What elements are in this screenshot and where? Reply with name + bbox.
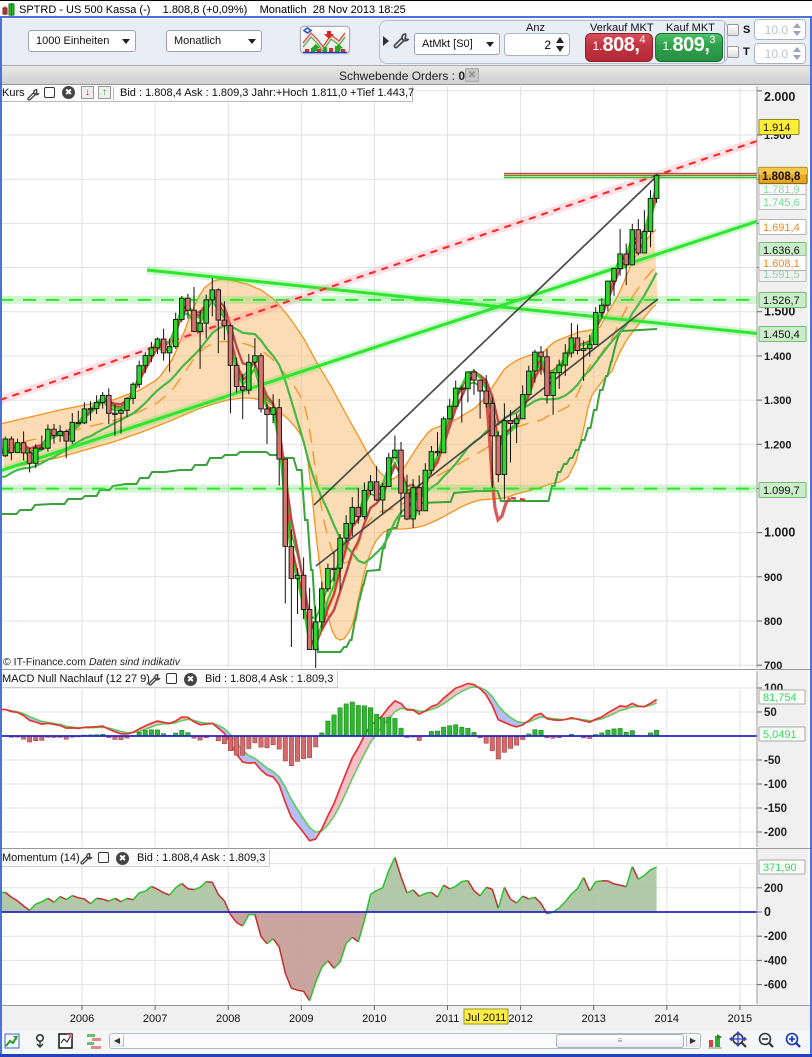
svg-text:1.450,4: 1.450,4 [763,329,800,341]
svg-text:1.300: 1.300 [764,395,792,407]
svg-text:1.636,6: 1.636,6 [763,245,800,257]
svg-text:1.808,8: 1.808,8 [762,171,801,183]
svg-text:371,90: 371,90 [763,862,797,874]
svg-text:© IT-Finance.com Daten sind in: © IT-Finance.com Daten sind indikativ [3,656,181,668]
svg-text:2010: 2010 [362,1013,386,1025]
svg-text:-600: -600 [764,980,787,992]
svg-text:2013: 2013 [581,1013,605,1025]
svg-text:1.500: 1.500 [764,305,795,319]
svg-text:2006: 2006 [70,1013,94,1025]
svg-text:-150: -150 [764,803,787,815]
svg-text:1.000: 1.000 [764,526,795,540]
svg-text:-50: -50 [764,755,781,767]
svg-text:2.000: 2.000 [764,90,795,104]
svg-text:2007: 2007 [143,1013,167,1025]
svg-text:2014: 2014 [655,1013,679,1025]
svg-text:2012: 2012 [508,1013,532,1025]
svg-text:2009: 2009 [289,1013,313,1025]
svg-text:1.526,7: 1.526,7 [763,295,800,307]
svg-text:1.781,9: 1.781,9 [763,184,800,196]
svg-text:-200: -200 [764,827,787,839]
svg-text:-100: -100 [764,779,787,791]
svg-text:2011: 2011 [436,1013,460,1025]
svg-text:1.200: 1.200 [764,439,792,451]
svg-text:-200: -200 [764,931,787,943]
svg-text:800: 800 [764,616,782,628]
svg-text:200: 200 [764,883,783,895]
svg-text:1.099,7: 1.099,7 [763,485,800,497]
svg-text:50: 50 [764,707,777,719]
svg-text:0: 0 [764,905,771,919]
svg-text:1.691,4: 1.691,4 [763,222,800,234]
svg-text:5,0491: 5,0491 [763,729,797,741]
svg-text:1.914: 1.914 [763,122,791,134]
svg-text:1.591,5: 1.591,5 [763,269,800,281]
svg-text:1.400: 1.400 [764,351,792,363]
svg-text:1.745,6: 1.745,6 [763,197,800,209]
svg-text:Jul 2011: Jul 2011 [466,1012,507,1024]
svg-text:2015: 2015 [728,1013,752,1025]
svg-text:900: 900 [764,572,782,584]
svg-text:2008: 2008 [216,1013,240,1025]
svg-text:81,754: 81,754 [763,692,797,704]
svg-text:1.608,1: 1.608,1 [763,258,800,270]
svg-text:700: 700 [764,660,782,672]
svg-text:-400: -400 [764,955,787,967]
